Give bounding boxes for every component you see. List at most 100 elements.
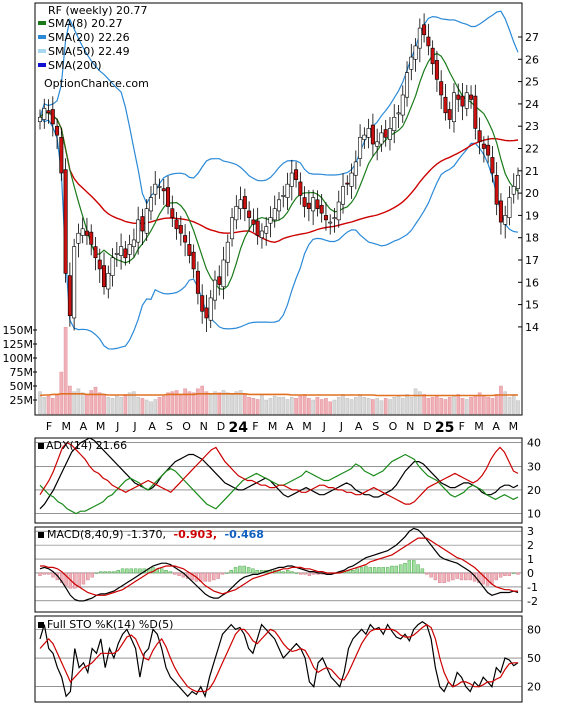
macd-hist-bar	[103, 571, 107, 574]
x-month-label: F	[459, 420, 465, 433]
macd-hist-bar	[138, 568, 142, 574]
macd-hist-bar	[429, 572, 433, 578]
candle-body	[319, 205, 324, 214]
macd-hist-bar	[425, 572, 429, 575]
candle-body	[439, 81, 444, 96]
candle-body	[93, 246, 98, 259]
candle-body	[409, 56, 414, 70]
candle-body	[59, 137, 64, 174]
candle-body	[50, 109, 55, 125]
sto-lines	[39, 620, 519, 699]
candle-body	[298, 181, 303, 196]
macd-hist-bar	[107, 571, 112, 574]
volume-bar	[46, 395, 51, 415]
candle-body	[42, 108, 47, 120]
volume-bar	[443, 399, 448, 415]
volume-bar	[302, 394, 307, 415]
candle-body	[80, 228, 85, 236]
macd-hist-bar	[455, 572, 459, 579]
price-tick-label: 14	[525, 321, 539, 334]
candle-body	[447, 109, 452, 120]
macd-hist-bar	[516, 572, 520, 575]
volume-bar	[294, 398, 298, 415]
macd-hist-bar	[225, 572, 229, 574]
macd-hist-bar	[303, 572, 307, 575]
volume-bar	[430, 397, 435, 415]
volume-bar	[140, 398, 145, 415]
candle-body	[503, 215, 508, 225]
volume-bar	[76, 388, 81, 415]
panel-tick-label: 40	[527, 437, 541, 450]
volume-bar	[486, 397, 490, 415]
volume-bar	[93, 386, 98, 415]
macd-hist-bar	[403, 563, 407, 574]
candle-body	[422, 24, 427, 36]
volume-bar	[499, 385, 503, 415]
macd-hist-bar	[246, 567, 251, 574]
candle-body	[67, 275, 72, 317]
candle-body	[89, 231, 94, 245]
macd-hist-bar	[129, 568, 133, 574]
volume-bar	[349, 399, 354, 415]
volume-bar	[170, 391, 175, 415]
macd-hist-bar	[307, 572, 312, 576]
panel-tick-label: -2	[527, 595, 538, 608]
macd-title-label: MACD(8,40,9) -1.370,	[47, 528, 166, 541]
price-tick-label: 15	[525, 299, 539, 312]
macd-hist-bar	[377, 567, 381, 574]
volume-bar	[72, 391, 76, 415]
watermark: OptionChance.com	[44, 77, 149, 90]
volume-bar	[97, 392, 102, 415]
volume-bar	[106, 397, 111, 415]
macd-hist-bar	[77, 572, 81, 588]
macd-hist-bar	[359, 567, 364, 574]
candle-body	[451, 92, 456, 123]
x-month-label: O	[389, 420, 398, 433]
macd-hist-bar	[281, 571, 286, 574]
macd-hist-bar	[481, 572, 485, 585]
candle-body	[375, 141, 380, 147]
candle-body	[247, 210, 252, 218]
macd-hist-bar	[216, 572, 220, 579]
volume-bar	[388, 399, 392, 415]
panel-tick-label: 20	[527, 681, 541, 694]
candle-body	[251, 219, 256, 225]
candle-body	[332, 217, 337, 220]
volume-bar	[161, 395, 166, 415]
volume-bar	[149, 401, 153, 415]
legend-swatch-sma20	[38, 35, 46, 39]
candle-body	[486, 144, 491, 156]
panel-tick-label: 3	[527, 525, 534, 538]
panel-tick-label: 30	[527, 460, 541, 473]
x-month-label: M	[302, 420, 312, 433]
volume-bar	[251, 398, 256, 415]
macd-hist-bar	[99, 571, 103, 574]
candle-body	[413, 45, 418, 60]
volume-bar	[511, 394, 516, 415]
x-month-label: M	[61, 420, 71, 433]
macd-hist-bar	[73, 572, 77, 589]
volume-bar	[243, 394, 247, 415]
volume-average-line	[39, 393, 518, 397]
adx-legend-swatch	[38, 443, 44, 449]
volume-bar	[102, 394, 106, 415]
x-axis-month-labels: F M A M J J A S O N D 24 F M A M J J A S O N D 25 F M A M	[46, 420, 518, 436]
sto-title: Full STO %K(14) %D(5)	[47, 618, 173, 631]
panel-tick-label: 10	[527, 508, 541, 521]
series-line	[39, 620, 519, 699]
volume-bar	[405, 394, 409, 415]
volume-bar	[255, 399, 260, 415]
macd-hist-bar	[64, 572, 68, 586]
candle-body	[306, 202, 311, 210]
volume-tick-label: 75M	[10, 366, 34, 379]
volume-bar	[89, 390, 94, 415]
macd-title: MACD(8,40,9) -1.370, -0.903, -0.468	[47, 528, 264, 541]
volume-bar	[136, 397, 140, 415]
macd-hist-bar	[446, 572, 451, 582]
panel-tick-label: 0	[527, 567, 534, 580]
volume-tick-label: 100M	[3, 352, 34, 365]
macd-legend-swatch	[38, 532, 44, 538]
candle-body	[178, 225, 183, 234]
candle-body	[294, 169, 299, 181]
candle-body	[379, 132, 384, 145]
